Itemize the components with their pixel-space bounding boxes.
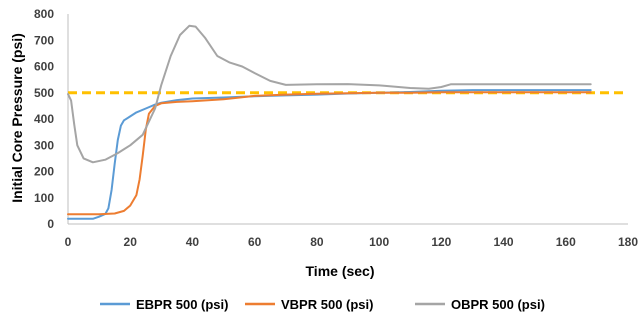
y-tick-label: 600 bbox=[34, 60, 54, 74]
x-axis-title: Time (sec) bbox=[306, 263, 375, 279]
series-group bbox=[67, 24, 592, 220]
legend: EBPR 500 (psi) VBPR 500 (psi) OBPR 500 (ps… bbox=[100, 297, 545, 312]
y-tick-label: 400 bbox=[34, 112, 54, 126]
x-tick-label: 120 bbox=[431, 235, 451, 249]
y-axis-title: Initial Core Pressure (psi) bbox=[9, 33, 25, 203]
series-line-2 bbox=[67, 24, 592, 164]
legend-label-2: OBPR 500 (psi) bbox=[451, 297, 545, 312]
y-tick-label: 800 bbox=[34, 7, 54, 21]
y-tick-label: 300 bbox=[34, 138, 54, 152]
x-tick-label: 80 bbox=[310, 235, 324, 249]
x-tick-label: 60 bbox=[248, 235, 262, 249]
y-tick-label: 700 bbox=[34, 33, 54, 47]
x-tick-label: 140 bbox=[494, 235, 514, 249]
legend-label-0: EBPR 500 (psi) bbox=[136, 297, 228, 312]
x-tick-label: 0 bbox=[65, 235, 72, 249]
axes bbox=[67, 14, 628, 225]
x-tick-label: 100 bbox=[369, 235, 389, 249]
legend-label-1: VBPR 500 (psi) bbox=[281, 297, 373, 312]
y-tick-label: 100 bbox=[34, 191, 54, 205]
series-line-1 bbox=[67, 91, 592, 216]
x-tick-label: 20 bbox=[124, 235, 138, 249]
tick-labels: 0 20 40 60 80 100 120 140 160 180 0 100 200 300 400 500… bbox=[34, 7, 638, 249]
x-tick-label: 180 bbox=[618, 235, 638, 249]
series-line-0 bbox=[67, 89, 592, 220]
y-tick-label: 0 bbox=[47, 217, 54, 231]
y-tick-label: 500 bbox=[34, 86, 54, 100]
y-tick-label: 200 bbox=[34, 165, 54, 179]
x-tick-label: 40 bbox=[186, 235, 200, 249]
x-tick-label: 160 bbox=[556, 235, 576, 249]
